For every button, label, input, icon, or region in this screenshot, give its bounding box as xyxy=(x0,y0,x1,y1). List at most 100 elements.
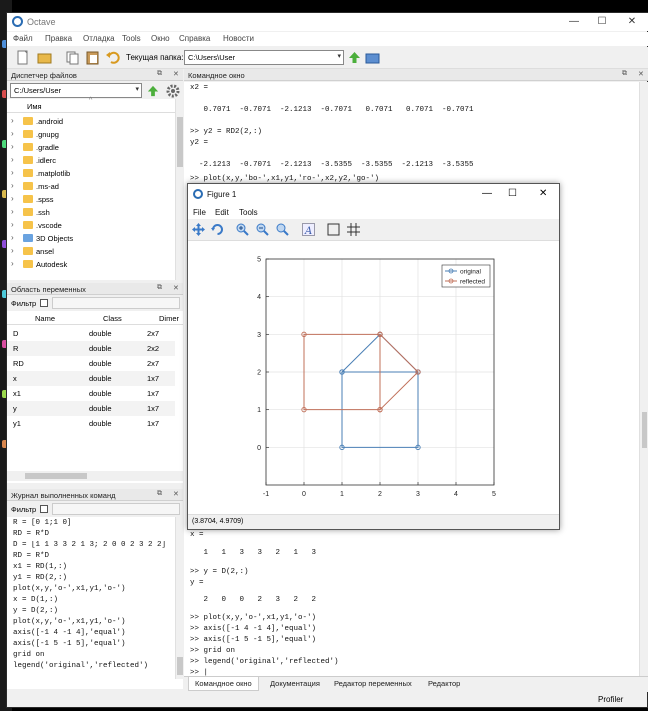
scrollbar-thumb[interactable] xyxy=(177,657,183,675)
chevron-down-icon[interactable]: ▾ xyxy=(135,86,139,93)
column-class[interactable]: Class xyxy=(103,314,122,323)
zoom-reset-icon[interactable] xyxy=(276,223,289,236)
figure-maximize-button[interactable]: ☐ xyxy=(508,188,517,199)
list-item[interactable]: › ansel xyxy=(11,246,54,256)
gear-icon[interactable] xyxy=(165,83,181,99)
close-panel-icon[interactable]: ✕ xyxy=(173,71,179,78)
chevron-right-icon[interactable]: › xyxy=(11,142,14,151)
workspace-hscrollbar[interactable] xyxy=(7,471,183,481)
console-prompt[interactable]: >> | xyxy=(190,669,209,677)
chevron-right-icon[interactable]: › xyxy=(11,168,14,177)
list-item[interactable]: › .gradle xyxy=(11,142,59,152)
list-item[interactable]: › .matplotlib xyxy=(11,168,71,178)
current-folder-combo[interactable]: C:\Users\User ▾ xyxy=(184,50,344,65)
grid-toggle-icon[interactable] xyxy=(347,223,360,236)
plot-canvas[interactable]: -1 0 1 2 3 4 5 0 1 2 3 4 5 original reflected xyxy=(188,242,559,512)
history-item[interactable]: grid on xyxy=(13,651,45,659)
zoom-in-icon[interactable] xyxy=(236,223,249,236)
command-window-scrollbar[interactable] xyxy=(639,82,648,676)
history-item[interactable]: axis([-1 4 -1 4],'equal') xyxy=(13,629,126,637)
folder-up-icon[interactable] xyxy=(347,50,362,65)
menu-news[interactable]: Новости xyxy=(223,34,254,43)
tab-editor[interactable]: Редактор xyxy=(428,679,461,688)
history-item[interactable]: RD = R*D xyxy=(13,530,50,538)
list-item[interactable]: › .ms-ad xyxy=(11,181,59,191)
table-row[interactable]: x1 double 1x7 xyxy=(7,386,175,401)
column-name[interactable]: Name xyxy=(35,314,56,323)
tab-documentation[interactable]: Документация xyxy=(270,679,320,688)
menu-tools[interactable]: Tools xyxy=(122,34,141,43)
pan-icon[interactable] xyxy=(192,223,205,236)
history-item[interactable]: D = [1 1 3 3 2 1 3; 2 0 0 2 3 2 2] xyxy=(13,541,167,549)
history-item[interactable]: plot(x,y,'o-',x1,y1,'o-') xyxy=(13,585,126,593)
file-list-scrollbar[interactable] xyxy=(175,99,183,280)
figure-close-button[interactable]: ✕ xyxy=(539,188,548,199)
figure-menu-file[interactable]: File xyxy=(193,208,206,217)
column-dimension[interactable]: Dimer xyxy=(159,314,179,323)
maximize-button[interactable]: ☐ xyxy=(597,16,607,27)
table-row[interactable]: y1 double 1x7 xyxy=(7,416,175,431)
list-item[interactable]: › .idlerc xyxy=(11,155,57,165)
history-scrollbar[interactable] xyxy=(175,517,183,679)
list-item[interactable]: › 3D Objects xyxy=(11,233,74,243)
list-item[interactable]: › Autodesk xyxy=(11,259,68,269)
chevron-right-icon[interactable]: › xyxy=(11,207,14,216)
list-item[interactable]: › .ssh xyxy=(11,207,50,217)
menu-debug[interactable]: Отладка xyxy=(83,34,115,43)
open-folder-icon[interactable] xyxy=(37,50,52,65)
undock-icon[interactable]: ⧉ xyxy=(157,70,162,77)
column-name-header[interactable]: Имя xyxy=(27,102,42,111)
list-item[interactable]: › .android xyxy=(11,116,64,126)
chevron-right-icon[interactable]: › xyxy=(11,246,14,255)
scrollbar-thumb[interactable] xyxy=(642,412,647,448)
history-item[interactable]: legend('original','reflected') xyxy=(13,662,149,670)
chevron-right-icon[interactable]: › xyxy=(11,155,14,164)
history-item[interactable]: axis([-1 5 -1 5],'equal') xyxy=(13,640,126,648)
copy-icon[interactable] xyxy=(65,50,80,65)
rotate-icon[interactable] xyxy=(211,223,224,236)
minimize-button[interactable]: — xyxy=(569,16,579,27)
chevron-right-icon[interactable]: › xyxy=(11,259,14,268)
undock-icon[interactable]: ⧉ xyxy=(157,284,162,291)
close-button[interactable]: ✕ xyxy=(627,16,637,27)
history-item[interactable]: RD = R*D xyxy=(13,552,50,560)
history-item[interactable]: R = [0 1;1 0] xyxy=(13,519,72,527)
scrollbar-thumb[interactable] xyxy=(177,117,183,167)
tab-command-window[interactable]: Командное окно xyxy=(188,677,259,691)
chevron-right-icon[interactable]: › xyxy=(11,233,14,242)
undo-icon[interactable] xyxy=(105,50,120,65)
insert-text-icon[interactable]: A xyxy=(302,223,315,236)
menu-edit[interactable]: Правка xyxy=(45,34,73,43)
chevron-right-icon[interactable]: › xyxy=(11,116,14,125)
new-file-icon[interactable] xyxy=(15,50,30,65)
table-row[interactable]: x double 1x7 xyxy=(7,371,175,386)
history-item[interactable]: x = D(1,:) xyxy=(13,596,59,604)
menu-help[interactable]: Справка xyxy=(179,34,211,43)
undock-icon[interactable]: ⧉ xyxy=(157,490,162,497)
history-item[interactable]: y = D(2,:) xyxy=(13,607,59,615)
figure-minimize-button[interactable]: — xyxy=(482,188,492,199)
undock-icon[interactable]: ⧉ xyxy=(622,70,627,77)
list-item[interactable]: › .vscode xyxy=(11,220,62,230)
list-item[interactable]: › .gnupg xyxy=(11,129,59,139)
chevron-right-icon[interactable]: › xyxy=(11,220,14,229)
close-panel-icon[interactable]: ✕ xyxy=(638,71,644,78)
chevron-right-icon[interactable]: › xyxy=(11,194,14,203)
chevron-right-icon[interactable]: › xyxy=(11,129,14,138)
zoom-out-icon[interactable] xyxy=(256,223,269,236)
figure-menu-tools[interactable]: Tools xyxy=(239,208,258,217)
menu-window[interactable]: Окно xyxy=(151,34,170,43)
history-item[interactable]: y1 = RD(2,:) xyxy=(13,574,68,582)
axes-box-icon[interactable] xyxy=(327,223,340,236)
history-filter-input[interactable] xyxy=(52,503,180,515)
chevron-down-icon[interactable]: ▾ xyxy=(337,53,341,60)
chevron-right-icon[interactable]: › xyxy=(11,181,14,190)
history-item[interactable]: plot(x,y,'o-',x1,y1,'o-') xyxy=(13,618,126,626)
file-browser-path[interactable]: C:/Users/User ▾ xyxy=(10,83,142,98)
paste-icon[interactable] xyxy=(85,50,100,65)
workspace-filter-checkbox[interactable] xyxy=(40,299,48,307)
list-item[interactable]: › .spss xyxy=(11,194,54,204)
menu-file[interactable]: Файл xyxy=(13,34,33,43)
